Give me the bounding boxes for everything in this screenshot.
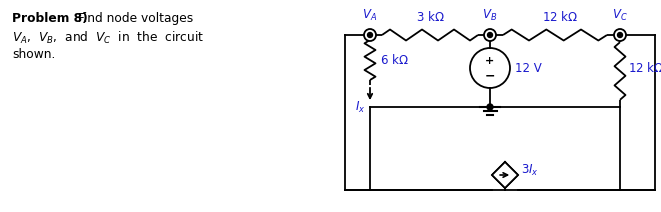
Text: −: − bbox=[485, 70, 495, 82]
Text: $V_B$: $V_B$ bbox=[483, 8, 498, 23]
Text: 3 k$\Omega$: 3 k$\Omega$ bbox=[416, 10, 444, 24]
Text: $I_x$: $I_x$ bbox=[354, 100, 365, 115]
Circle shape bbox=[364, 29, 376, 41]
Text: 12 k$\Omega$: 12 k$\Omega$ bbox=[628, 61, 661, 75]
Text: $V_A$: $V_A$ bbox=[362, 8, 377, 23]
Circle shape bbox=[614, 29, 626, 41]
Text: +: + bbox=[485, 56, 494, 66]
Circle shape bbox=[484, 29, 496, 41]
Text: 6 k$\Omega$: 6 k$\Omega$ bbox=[380, 53, 408, 67]
Circle shape bbox=[617, 32, 623, 38]
Text: Problem 8): Problem 8) bbox=[12, 12, 88, 25]
Text: 12 V: 12 V bbox=[515, 61, 542, 74]
Polygon shape bbox=[492, 162, 518, 188]
Text: 3$I_x$: 3$I_x$ bbox=[521, 162, 539, 178]
Circle shape bbox=[487, 104, 493, 110]
Circle shape bbox=[488, 32, 492, 38]
Text: shown.: shown. bbox=[12, 48, 56, 61]
Text: $V_C$: $V_C$ bbox=[612, 8, 628, 23]
Text: $V_A$,  $V_B$,  and  $V_C$  in  the  circuit: $V_A$, $V_B$, and $V_C$ in the circuit bbox=[12, 30, 204, 46]
Text: 12 k$\Omega$: 12 k$\Omega$ bbox=[542, 10, 578, 24]
Text: Find node voltages: Find node voltages bbox=[70, 12, 193, 25]
Circle shape bbox=[368, 32, 373, 38]
